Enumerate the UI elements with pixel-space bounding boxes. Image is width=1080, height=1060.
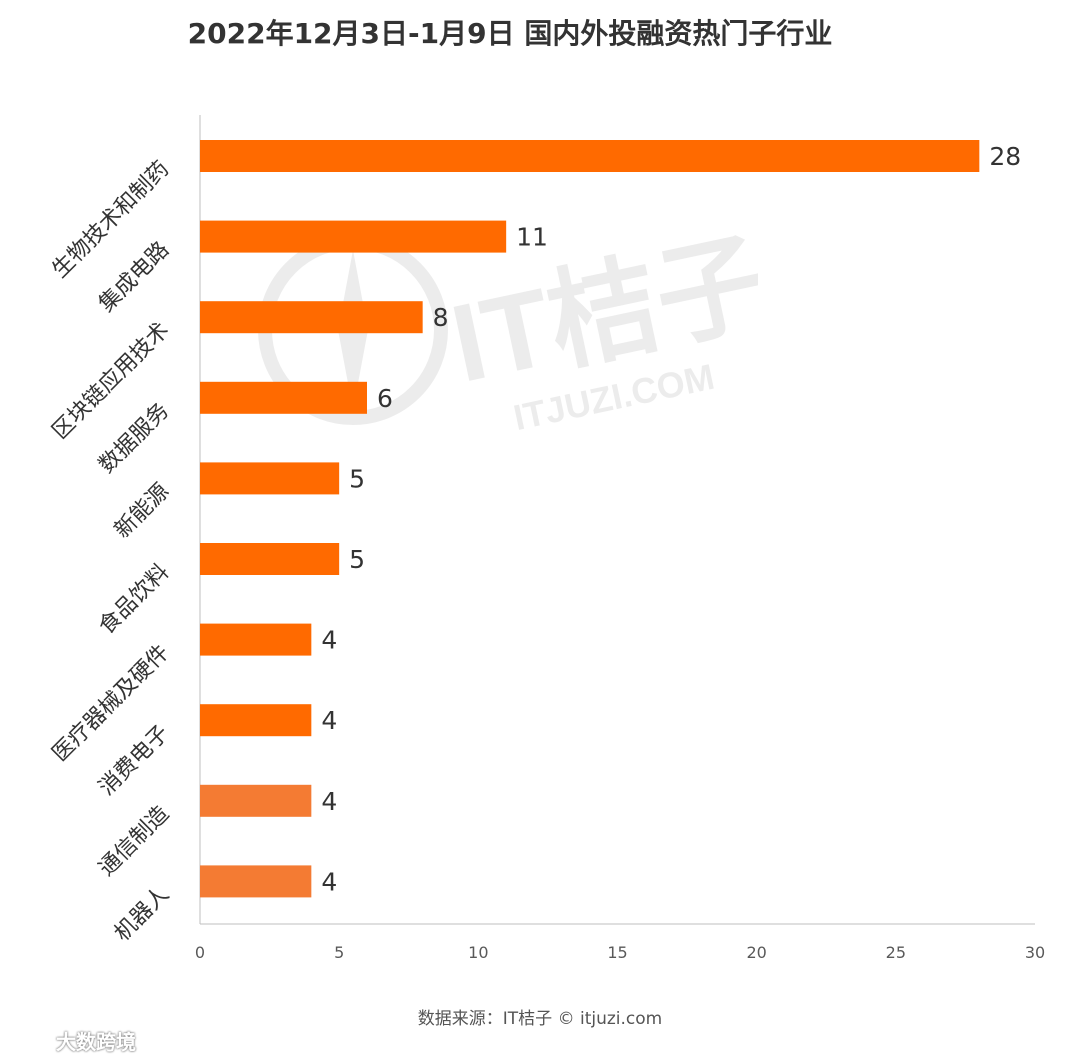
bar-2 (200, 220, 507, 253)
x-tick-label-15: 15 (607, 943, 627, 962)
x-tick-label-25: 25 (886, 943, 906, 962)
x-tick-label-5: 5 (334, 943, 344, 962)
value-label-2: 11 (516, 223, 548, 252)
bar-1 (200, 140, 980, 172)
bar-6 (200, 543, 340, 575)
category-label-10: 机器人 (110, 882, 174, 946)
corner-brand: 大数跨境 (8, 1024, 136, 1056)
bar-8 (200, 704, 312, 737)
brand-logo-icon (8, 1029, 49, 1050)
category-label-5: 新能源 (110, 479, 174, 543)
bar-10 (200, 865, 312, 898)
value-label-9: 4 (321, 787, 337, 816)
value-label-3: 8 (433, 303, 449, 332)
bar-3 (200, 301, 423, 334)
category-label-6: 食品饮料 (94, 560, 174, 640)
value-label-10: 4 (321, 867, 337, 896)
value-label-1: 28 (989, 142, 1021, 171)
bar-5 (200, 462, 340, 495)
category-label-9: 通信制造 (94, 801, 174, 881)
bars (200, 140, 980, 898)
bar-7 (200, 623, 312, 656)
category-label-8: 消费电子 (94, 721, 174, 801)
source-note: 数据来源：IT桔子 © itjuzi.com (417, 1009, 663, 1029)
x-tick-label-30: 30 (1025, 943, 1045, 962)
value-label-4: 6 (377, 384, 393, 413)
chart-title: 2022年12月3日-1月9日 国内外投融资热门子行业 (187, 17, 833, 50)
category-label-2: 集成电路 (94, 237, 174, 317)
bar-4 (200, 381, 367, 414)
value-label-5: 5 (349, 464, 365, 493)
x-tick-label-10: 10 (468, 943, 488, 962)
x-tick-label-20: 20 (746, 943, 766, 962)
value-label-7: 4 (321, 626, 337, 655)
category-labels: 生物技术和制药集成电路区块链应用技术数据服务新能源食品饮料医疗器械及硬件消费电子… (48, 157, 175, 947)
value-label-8: 4 (321, 706, 337, 735)
value-label-6: 5 (349, 545, 365, 574)
corner-brand-text: 大数跨境 (56, 1029, 136, 1054)
category-label-4: 数据服务 (94, 398, 174, 478)
x-tick-label-0: 0 (195, 943, 205, 962)
bar-9 (200, 784, 312, 817)
value-labels: 28 11 8 6 5 5 4 4 4 4 (321, 142, 1021, 896)
x-tick-labels: 0 5 10 15 20 25 30 (195, 943, 1045, 962)
